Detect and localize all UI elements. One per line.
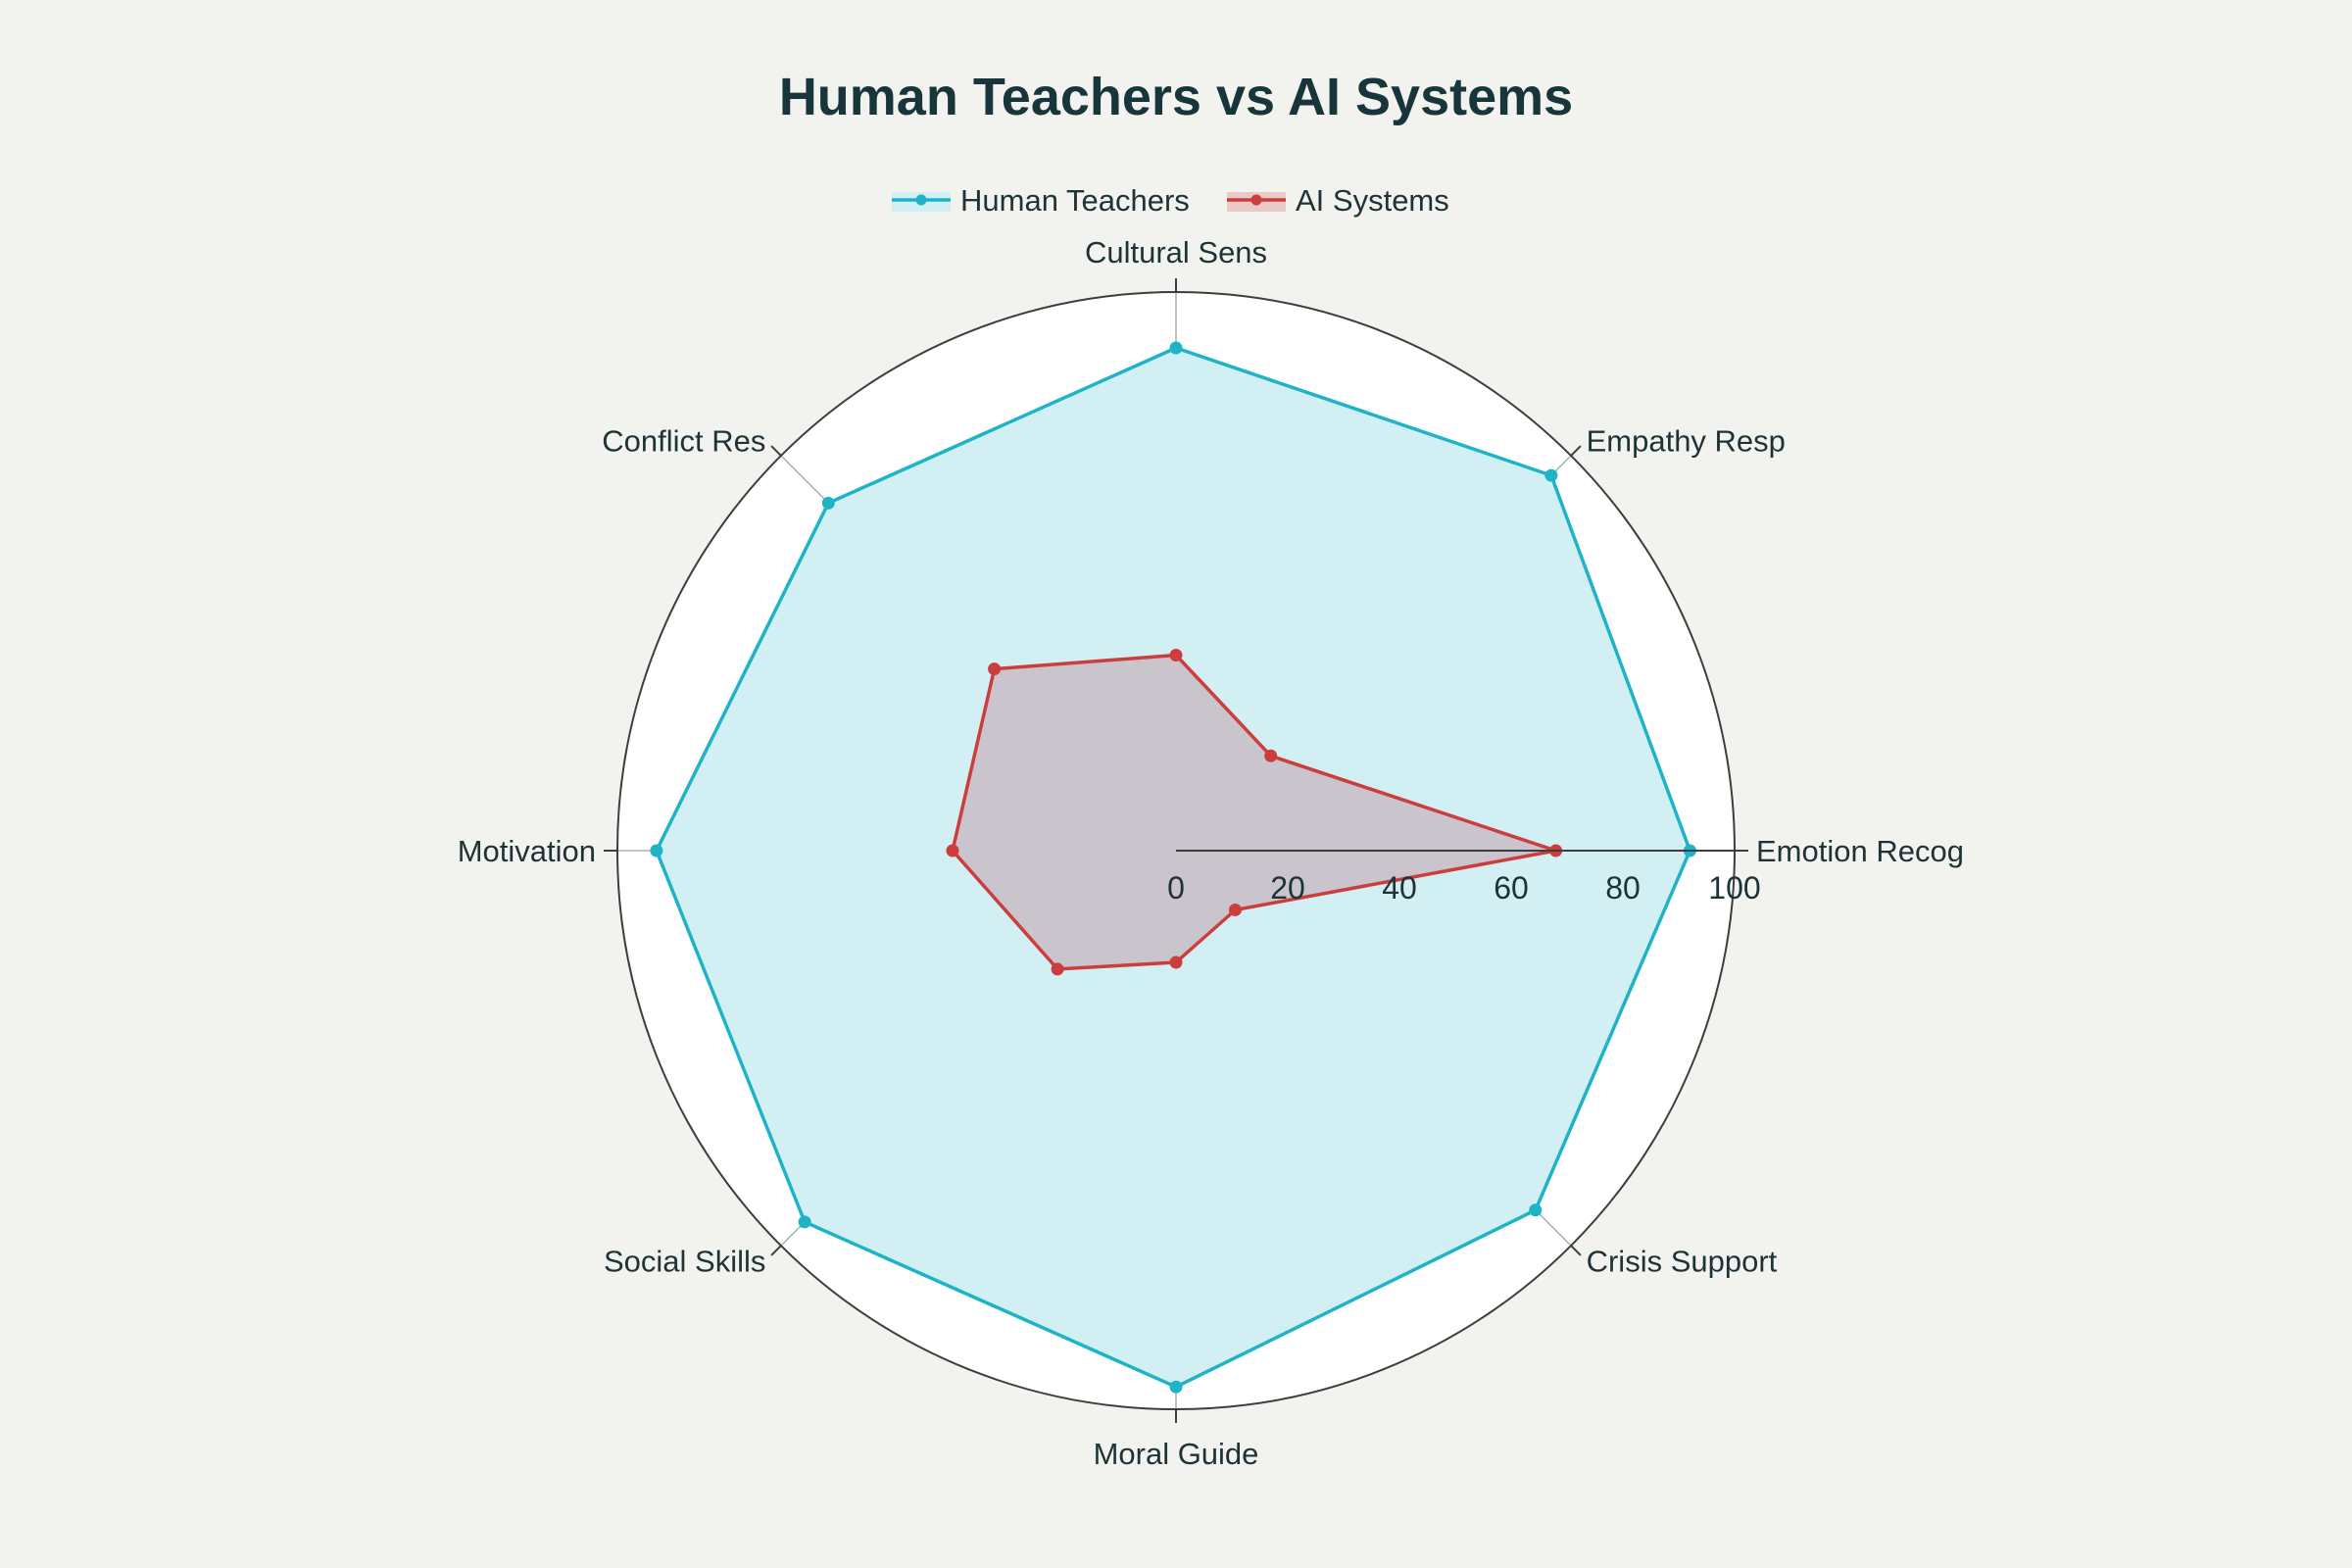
point-human-teachers-empathy-resp[interactable] bbox=[1544, 468, 1558, 482]
point-ai-systems-empathy-resp[interactable] bbox=[1264, 749, 1278, 762]
point-ai-systems-motivation[interactable] bbox=[946, 844, 959, 858]
legend-marker-human-teachers bbox=[915, 194, 927, 206]
angular-tick-crisis-support bbox=[1570, 1245, 1582, 1256]
point-human-teachers-social-skills[interactable] bbox=[798, 1215, 811, 1229]
legend-item-ai-systems[interactable]: AI Systems bbox=[1227, 183, 1449, 218]
radial-tick-label-20: 20 bbox=[1270, 870, 1305, 906]
point-human-teachers-moral-guide[interactable] bbox=[1169, 1380, 1183, 1394]
point-ai-systems-cultural-sens[interactable] bbox=[1169, 649, 1183, 662]
point-human-teachers-conflict-res[interactable] bbox=[821, 496, 835, 510]
point-human-teachers-motivation[interactable] bbox=[650, 844, 663, 858]
radial-tick-label-100: 100 bbox=[1708, 870, 1760, 906]
category-label-emotion-recog: Emotion Recog bbox=[1756, 834, 1964, 868]
category-label-motivation: Motivation bbox=[458, 834, 596, 868]
category-label-crisis-support: Crisis Support bbox=[1587, 1245, 1778, 1279]
radial-tick-label-80: 80 bbox=[1605, 870, 1641, 906]
category-label-moral-guide: Moral Guide bbox=[1094, 1437, 1259, 1471]
radial-tick-label-0: 0 bbox=[1167, 870, 1185, 906]
point-ai-systems-crisis-support[interactable] bbox=[1228, 903, 1242, 916]
legend-marker-ai-systems bbox=[1250, 194, 1262, 206]
legend-label-ai-systems: AI Systems bbox=[1296, 183, 1449, 218]
chart-title: Human Teachers vs AI Systems bbox=[779, 68, 1573, 126]
legend: Human Teachers AI Systems bbox=[892, 183, 1449, 218]
point-ai-systems-conflict-res[interactable] bbox=[988, 662, 1002, 676]
angular-tick-conflict-res bbox=[770, 445, 782, 457]
radial-tick-label-40: 40 bbox=[1382, 870, 1417, 906]
legend-label-human-teachers: Human Teachers bbox=[960, 183, 1190, 218]
category-label-conflict-res: Conflict Res bbox=[602, 423, 765, 458]
series-fill-ai-systems bbox=[953, 655, 1556, 969]
category-label-cultural-sens: Cultural Sens bbox=[1085, 235, 1267, 270]
point-ai-systems-social-skills[interactable] bbox=[1051, 962, 1064, 976]
category-label-social-skills: Social Skills bbox=[604, 1245, 765, 1279]
category-label-empathy-resp: Empathy Resp bbox=[1587, 423, 1786, 458]
point-ai-systems-moral-guide[interactable] bbox=[1169, 956, 1183, 969]
legend-item-human-teachers[interactable]: Human Teachers bbox=[892, 183, 1190, 218]
angular-tick-social-skills bbox=[770, 1245, 782, 1256]
radial-tick-label-60: 60 bbox=[1494, 870, 1529, 906]
point-human-teachers-crisis-support[interactable] bbox=[1529, 1203, 1543, 1217]
point-human-teachers-cultural-sens[interactable] bbox=[1169, 341, 1183, 355]
angular-tick-empathy-resp bbox=[1570, 445, 1582, 457]
